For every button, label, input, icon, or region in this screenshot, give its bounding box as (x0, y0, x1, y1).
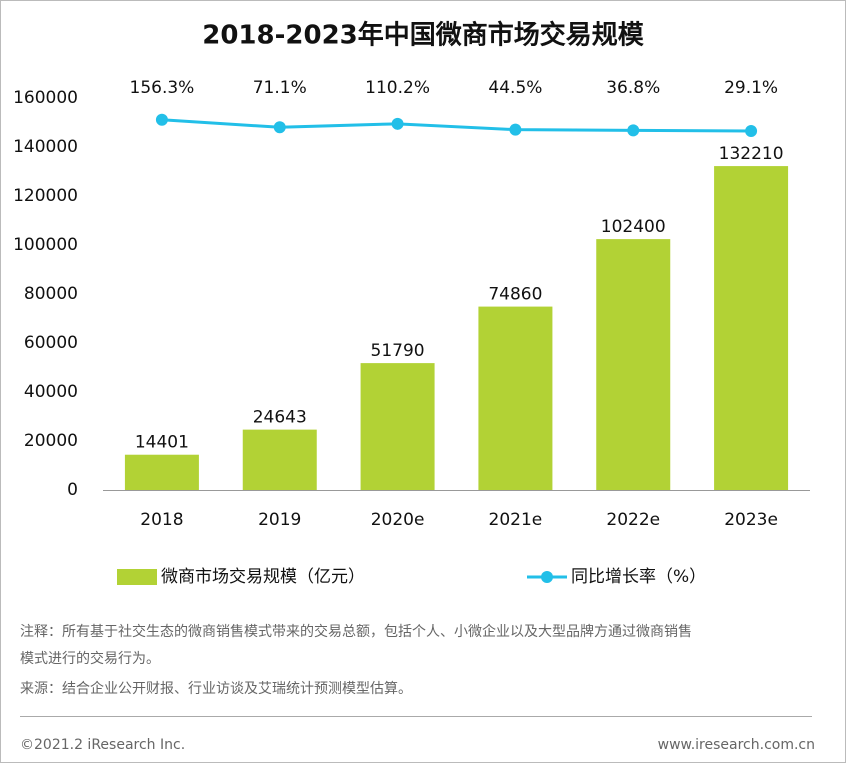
x-tick-label: 2019 (258, 510, 301, 530)
bar (714, 166, 789, 490)
legend-label: 同比增长率（%） (571, 567, 706, 587)
bar-value-label: 102400 (601, 217, 666, 237)
y-tick-label: 120000 (13, 186, 78, 206)
x-tick-label: 2018 (140, 510, 183, 530)
bar (124, 454, 199, 490)
bar-value-label: 24643 (253, 408, 307, 428)
bar (242, 429, 317, 490)
y-tick-label: 160000 (13, 88, 78, 108)
y-tick-label: 0 (67, 480, 78, 500)
line-marker (745, 125, 758, 138)
bar (360, 363, 435, 490)
line-value-label: 71.1% (253, 78, 307, 98)
y-tick-label: 80000 (24, 284, 78, 304)
bar-value-label: 14401 (135, 433, 189, 453)
line-marker (391, 117, 404, 130)
line-marker (627, 124, 640, 137)
bar-value-label: 74860 (488, 285, 542, 305)
y-tick-label: 60000 (24, 333, 78, 353)
website: www.iresearch.com.cn (658, 737, 815, 753)
copyright: ©2021.2 iResearch Inc. (20, 737, 185, 753)
legend-swatch (117, 569, 157, 585)
line-value-label: 44.5% (488, 78, 542, 98)
bar (478, 306, 553, 490)
y-tick-label: 100000 (13, 235, 78, 255)
y-tick-label: 20000 (24, 431, 78, 451)
bar-value-label: 132210 (719, 144, 784, 164)
chart-title: 2018-2023年中国微商市场交易规模 (202, 20, 645, 51)
x-tick-label: 2021e (489, 510, 543, 530)
x-tick-label: 2023e (724, 510, 778, 530)
line-value-label: 29.1% (724, 78, 778, 98)
line-value-label: 36.8% (606, 78, 660, 98)
line-value-label: 156.3% (130, 78, 195, 98)
note: 来源：结合企业公开财报、行业访谈及艾瑞统计预测模型估算。 (20, 680, 412, 697)
bar-value-label: 51790 (371, 341, 425, 361)
note: 模式进行的交易行为。 (20, 650, 160, 667)
y-tick-label: 40000 (24, 382, 78, 402)
line-marker (273, 121, 286, 134)
legend-swatch (541, 571, 553, 583)
line-marker (509, 123, 522, 136)
line-value-label: 110.2% (365, 78, 430, 98)
x-tick-label: 2020e (371, 510, 425, 530)
note: 注释：所有基于社交生态的微商销售模式带来的交易总额，包括个人、小微企业以及大型品… (20, 623, 692, 640)
line (161, 118, 752, 133)
bar (596, 239, 671, 490)
x-tick-label: 2022e (606, 510, 660, 530)
legend-label: 微商市场交易规模（亿元） (161, 567, 365, 587)
line-marker (155, 113, 168, 126)
y-tick-label: 140000 (13, 137, 78, 157)
